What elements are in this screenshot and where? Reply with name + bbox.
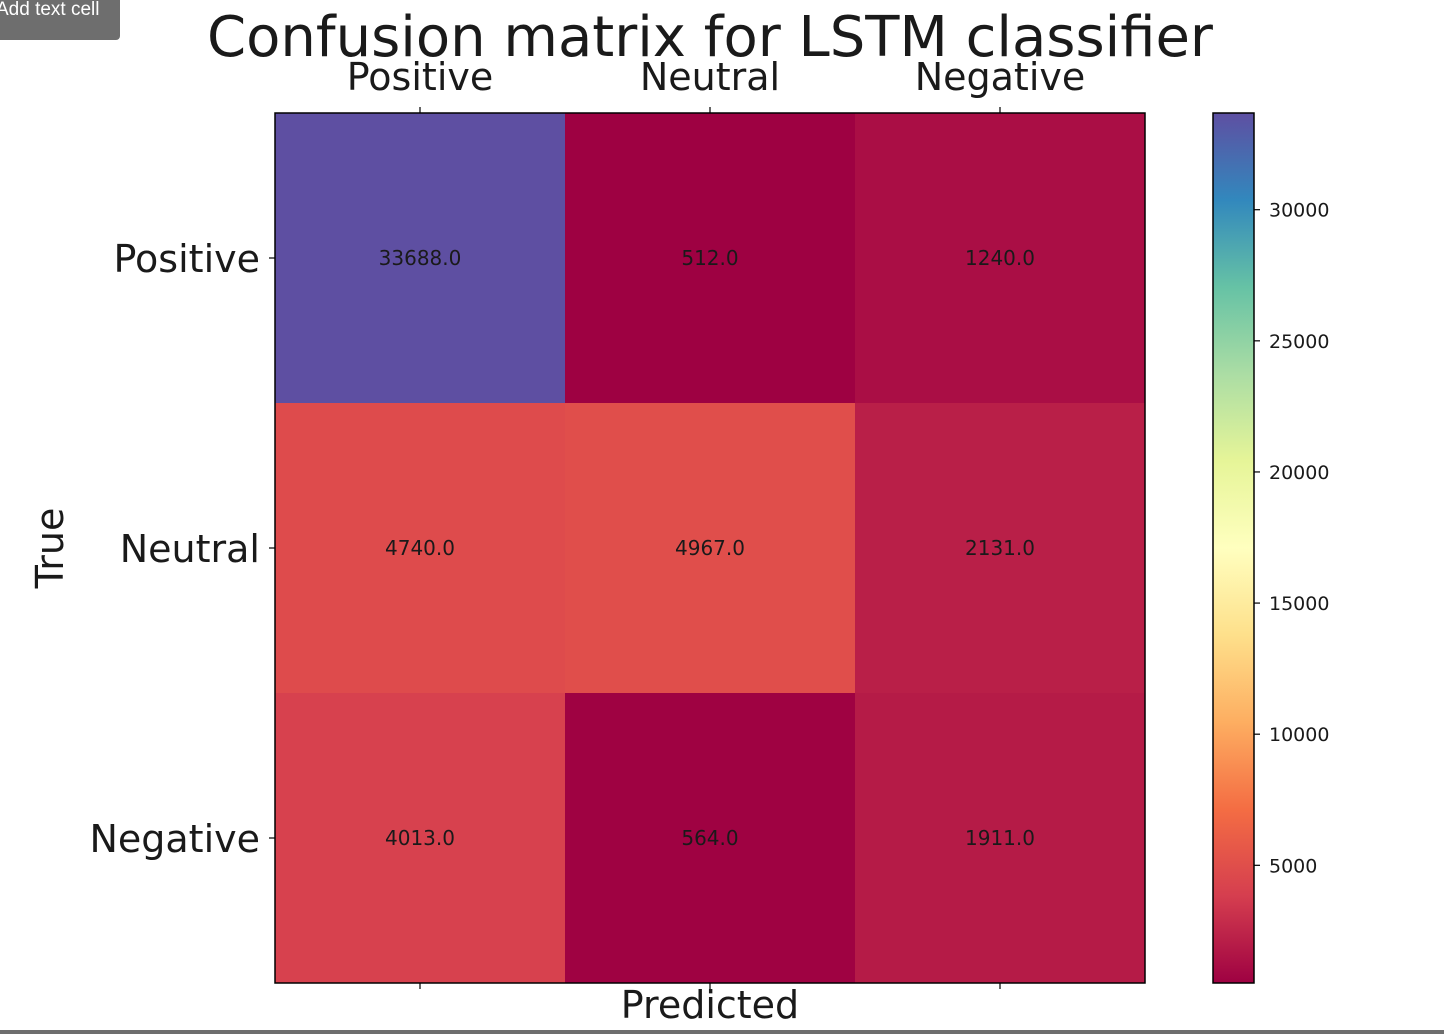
heatmap-cell-labels: 33688.0 512.0 1240.0 4740.0 4967.0 2131.0 4013… [379, 246, 1035, 850]
colorbar: 5000 10000 15000 20000 25000 30000 [1212, 112, 1329, 984]
heatmap-cell-1-3 [855, 113, 1146, 404]
heatmap-cell-2-2 [565, 403, 856, 694]
heatmap-cell-3-2 [565, 693, 856, 984]
cell-value-label: 564.0 [681, 826, 738, 850]
colorbar-tick-label: 25000 [1269, 331, 1329, 353]
y-tick-label: Neutral [120, 527, 260, 571]
colorbar-tick-label: 10000 [1269, 724, 1329, 746]
heatmap-cell-3-1 [275, 693, 566, 984]
colorbar-tick-label: 15000 [1269, 593, 1329, 615]
heatmap-cell-2-1 [275, 403, 566, 694]
y-axis-label: True [28, 508, 72, 590]
x-axis-ticks: Positive Neutral Negative [347, 55, 1086, 989]
cell-value-label: 4967.0 [675, 536, 745, 560]
cell-value-label: 512.0 [681, 246, 738, 270]
cell-value-label: 4013.0 [385, 826, 455, 850]
colorbar-gradient [1212, 112, 1255, 984]
cell-value-label: 4740.0 [385, 536, 455, 560]
x-tick-label: Positive [347, 55, 494, 99]
x-axis-label: Predicted [621, 983, 799, 1027]
heatmap-cell-3-3 [855, 693, 1146, 984]
colorbar-ticks: 5000 10000 15000 20000 25000 30000 [1254, 200, 1329, 877]
heatmap-cell-2-3 [855, 403, 1146, 694]
cell-value-label: 1240.0 [965, 246, 1035, 270]
bottom-border [0, 1030, 1444, 1034]
x-tick-label: Neutral [640, 55, 780, 99]
y-tick-label: Negative [89, 817, 260, 861]
y-axis-ticks: Positive Neutral Negative [89, 237, 275, 861]
heatmap-cell-1-1 [275, 113, 566, 404]
cell-value-label: 1911.0 [965, 826, 1035, 850]
colorbar-tick-label: 5000 [1269, 855, 1317, 877]
heatmap-cell-1-2 [565, 113, 856, 404]
y-tick-label: Positive [114, 237, 261, 281]
add-text-cell-tooltip[interactable]: Add text cell [0, 0, 120, 40]
heatmap-cells [275, 113, 1146, 984]
colorbar-tick-label: 30000 [1269, 200, 1329, 222]
chart-title: Confusion matrix for LSTM classifier [207, 5, 1214, 70]
colorbar-tick-label: 20000 [1269, 462, 1329, 484]
cell-value-label: 2131.0 [965, 536, 1035, 560]
cell-value-label: 33688.0 [379, 246, 462, 270]
x-tick-label: Negative [915, 55, 1086, 99]
